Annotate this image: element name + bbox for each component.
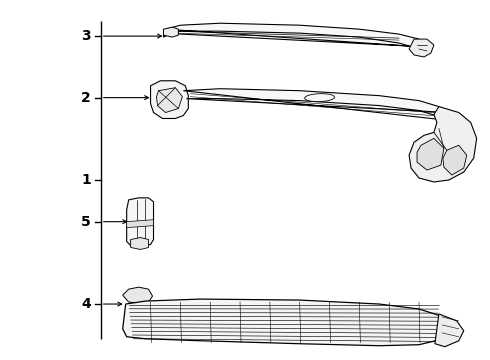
Polygon shape xyxy=(127,198,153,247)
Ellipse shape xyxy=(305,94,335,102)
Polygon shape xyxy=(435,314,464,347)
Text: 2: 2 xyxy=(81,91,91,105)
Polygon shape xyxy=(443,145,467,175)
Polygon shape xyxy=(150,81,188,118)
Bar xyxy=(128,327,136,334)
Polygon shape xyxy=(164,27,178,37)
Bar xyxy=(128,317,136,324)
Polygon shape xyxy=(131,238,148,249)
Polygon shape xyxy=(409,39,434,57)
Text: 4: 4 xyxy=(81,297,91,311)
Polygon shape xyxy=(156,88,182,113)
Polygon shape xyxy=(183,89,449,121)
Text: 5: 5 xyxy=(81,215,91,229)
Polygon shape xyxy=(122,287,152,303)
Text: 3: 3 xyxy=(81,29,91,43)
Polygon shape xyxy=(127,220,153,228)
Polygon shape xyxy=(417,138,444,170)
Polygon shape xyxy=(409,107,477,182)
Text: 1: 1 xyxy=(81,173,91,187)
Polygon shape xyxy=(122,299,447,346)
Polygon shape xyxy=(164,23,424,49)
